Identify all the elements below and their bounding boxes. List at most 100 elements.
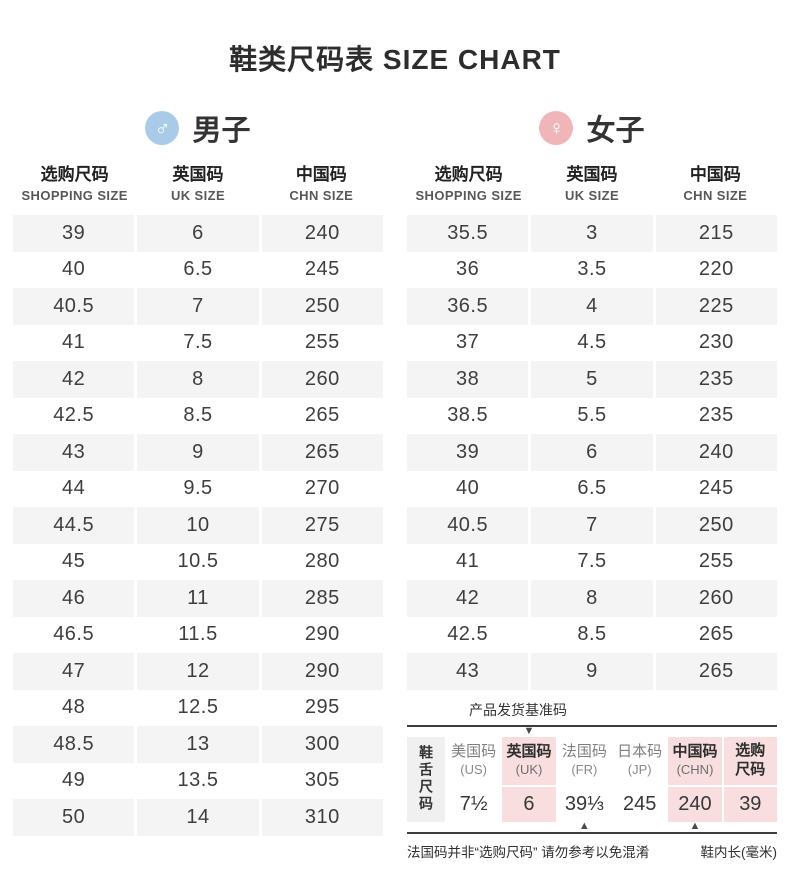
size-cell: 6.5	[577, 477, 607, 500]
size-cell: 50	[13, 799, 135, 836]
size-cell: 11	[137, 580, 259, 617]
mini-column-header: 法国码 (FR)	[558, 737, 611, 785]
size-cell: 305	[304, 769, 340, 792]
size-cell: 48.5	[13, 726, 135, 763]
size-cell: 14	[137, 799, 259, 836]
mini-column-sub: (FR)	[571, 762, 598, 778]
size-cell: 3	[531, 215, 653, 252]
table-row: 43 9 265	[407, 653, 777, 690]
mini-column-header: 日本码 (JP)	[613, 737, 666, 785]
mini-column-name: 英国码	[506, 742, 552, 760]
size-cell: 12	[137, 653, 259, 690]
mini-column-name: 法国码	[561, 742, 607, 760]
women-column-headers: 选购尺码 SHOPPING SIZE 英国码 UK SIZE 中国码 CHN S…	[407, 160, 777, 203]
arrow-down-icon: ▼	[523, 724, 535, 737]
size-cell: 225	[655, 288, 777, 325]
size-cell: 255	[698, 550, 734, 573]
size-cell: 310	[261, 799, 383, 836]
column-header-en: SHOPPING SIZE	[21, 188, 128, 203]
size-cell: 47	[13, 653, 135, 690]
size-cell: 295	[304, 696, 340, 719]
column-header-uk-size: 英国码 UK SIZE	[136, 160, 259, 203]
table-row: 44 9.5 270	[13, 471, 383, 508]
size-cell: 3.5	[577, 258, 607, 281]
divider-line-bottom	[407, 831, 777, 834]
arrow-bottom-row: ▲ ▲	[407, 820, 777, 832]
size-cell: 12.5	[177, 696, 219, 719]
size-cell: 285	[261, 580, 383, 617]
table-row: 36 3.5 220	[407, 252, 777, 289]
mini-column-sub: (JP)	[627, 762, 652, 778]
size-cell: 9.5	[183, 477, 213, 500]
size-cell: 5	[531, 361, 653, 398]
size-cell: 46.5	[53, 623, 95, 646]
base-size-table: 鞋舌尺码 美国码 (US) 英国码 (UK) 法国码 (FR) 日本码 (JP) 中国码 (CHN)…	[407, 736, 777, 822]
table-row: 37 4.5 230	[407, 325, 777, 362]
tri-cell	[502, 822, 555, 832]
table-row: 43 9 265	[13, 434, 383, 471]
table-row: 42.5 8.5 265	[13, 398, 383, 435]
table-row: 42.5 8.5 265	[407, 617, 777, 654]
size-cell: 8	[137, 361, 259, 398]
mini-column-header: 美国码 (US)	[447, 737, 500, 785]
table-row: 40.5 7 250	[407, 507, 777, 544]
tri-cell	[558, 727, 611, 737]
size-cell: 36.5	[407, 288, 529, 325]
size-cell: 46	[13, 580, 135, 617]
mini-column-value: 245	[622, 792, 657, 815]
mini-column-sub: (UK)	[515, 762, 543, 778]
size-cell: 6.5	[183, 258, 213, 281]
size-cell: 37	[456, 331, 480, 354]
size-cell: 4.5	[577, 331, 607, 354]
men-column-headers: 选购尺码 SHOPPING SIZE 英国码 UK SIZE 中国码 CHN S…	[13, 160, 383, 203]
table-row: 38.5 5.5 235	[407, 398, 777, 435]
male-symbol: ♂	[154, 116, 171, 140]
column-header-chn-size: 中国码 CHN SIZE	[260, 160, 383, 203]
tri-cell: ▼	[502, 724, 555, 737]
size-cell: 270	[304, 477, 340, 500]
table-row: 40 6.5 245	[13, 252, 383, 289]
size-cell: 8.5	[183, 404, 213, 427]
column-header-zh: 英国码	[566, 165, 618, 184]
size-cell: 250	[261, 288, 383, 325]
mini-column-name: 美国码	[451, 742, 497, 760]
size-cell: 40	[62, 258, 86, 281]
men-label: 男子	[192, 115, 251, 147]
table-row: 40.5 7 250	[13, 288, 383, 325]
women-label: 女子	[586, 115, 645, 147]
table-row: 39 6 240	[407, 434, 777, 471]
base-notes: 法国码并非“选购尺码” 请勿参考以免混淆 鞋内长(毫米)	[407, 841, 777, 861]
table-row: 42 8 260	[407, 580, 777, 617]
size-cell: 11.5	[178, 623, 218, 646]
column-header-zh: 中国码	[689, 165, 741, 184]
size-cell: 49	[62, 769, 86, 792]
table-row: 46.5 11.5 290	[13, 617, 383, 654]
mini-column-value: 39	[723, 786, 777, 822]
mini-column-value: 6	[502, 786, 556, 822]
size-cell: 43	[407, 653, 529, 690]
size-cell: 36	[456, 258, 480, 281]
page-title: 鞋类尺码表 SIZE CHART	[229, 44, 561, 75]
size-cell: 48	[62, 696, 86, 719]
tri-cell	[447, 822, 500, 832]
size-cell: 265	[698, 623, 734, 646]
tri-cell	[613, 822, 666, 832]
size-cell: 240	[261, 215, 383, 252]
column-header-en: CHN SIZE	[289, 188, 354, 203]
size-cell: 245	[698, 477, 734, 500]
tri-cell	[613, 727, 666, 737]
mini-column-header: 选购尺码	[723, 736, 777, 785]
women-size-rows: 35.5 3 215 36 3.5 220 36.5 4 225 37 4.5 230 38 5 235 38…	[407, 215, 777, 690]
size-cell: 7.5	[577, 550, 607, 573]
table-row: 41 7.5 255	[407, 544, 777, 581]
mini-column-sub: (US)	[460, 762, 488, 778]
column-header-zh: 英国码	[172, 165, 224, 184]
divider-line-top	[407, 724, 777, 727]
mini-column-value: 39⅓	[564, 792, 604, 815]
size-cell: 220	[698, 258, 734, 281]
size-cell: 215	[655, 215, 777, 252]
size-cell: 38.5	[447, 404, 489, 427]
female-icon: ♀	[539, 111, 574, 145]
column-header-zh: 中国码	[295, 165, 347, 184]
